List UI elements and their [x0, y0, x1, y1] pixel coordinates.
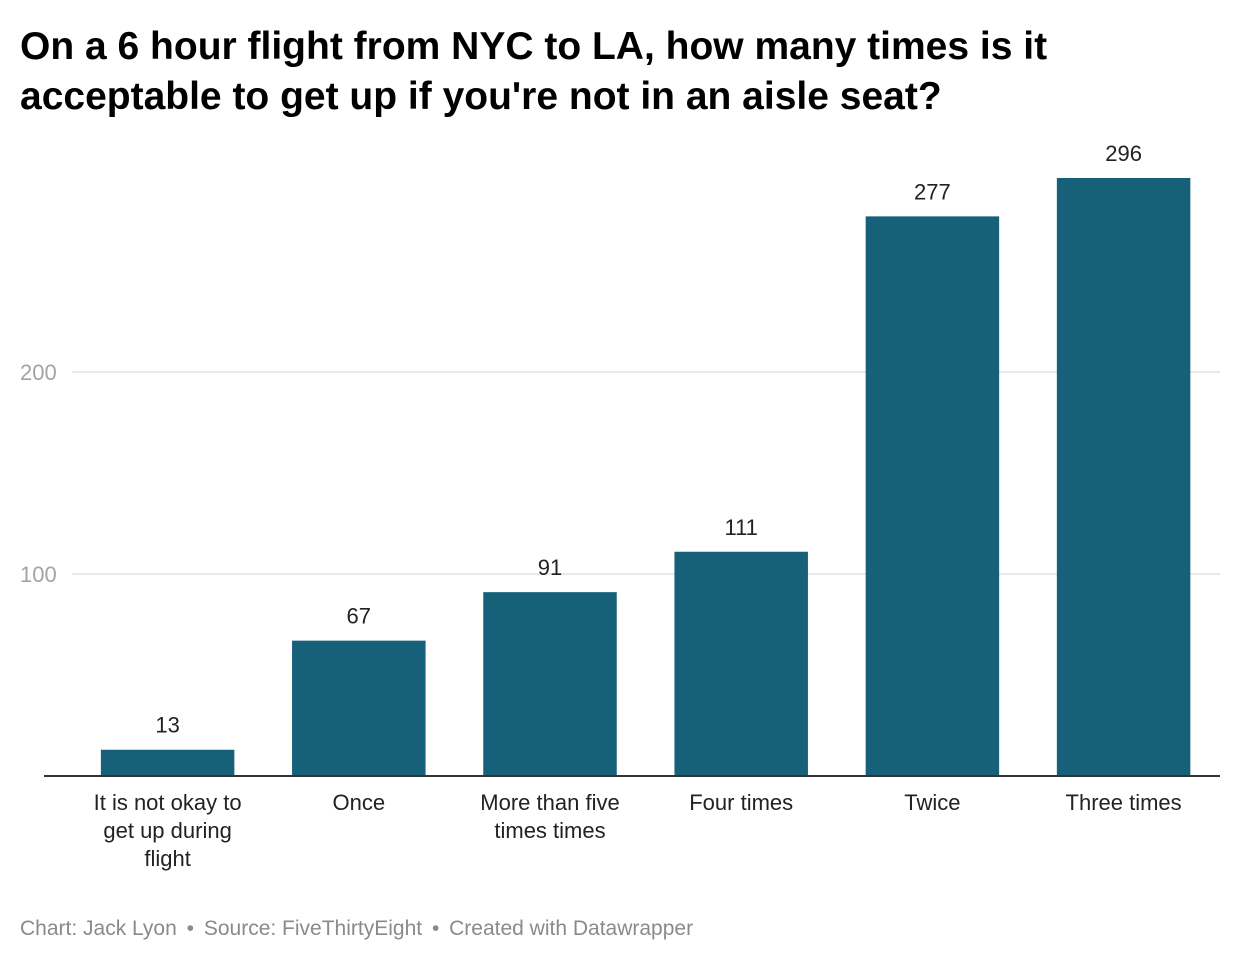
- x-tick-label: Three times: [1066, 790, 1182, 815]
- data-label: 296: [1105, 141, 1142, 166]
- source-link[interactable]: Source: FiveThirtyEight: [203, 917, 423, 940]
- chart-title: On a 6 hour flight from NYC to LA, how m…: [20, 25, 1048, 118]
- data-label: 277: [914, 179, 951, 204]
- bar: [674, 551, 808, 776]
- bar: [1056, 178, 1191, 776]
- bar: [292, 640, 426, 776]
- category-labels: It is not okay to get up during flight Once…: [94, 790, 1182, 871]
- y-tick-label: 100: [20, 562, 57, 587]
- x-tick-label: Twice: [904, 790, 960, 815]
- value-labels: 13 67 91 111 277 296: [155, 141, 1142, 738]
- footer-separator: •: [186, 917, 194, 940]
- bar: [483, 592, 617, 776]
- x-tick-label: More than five times times: [480, 790, 619, 843]
- x-tick-label: It is not okay to get up during flight: [94, 790, 242, 871]
- footer-separator: •: [431, 917, 440, 940]
- data-label: 91: [538, 555, 562, 580]
- chart-footer: Chart: Jack Lyon • Source: FiveThirtyEig…: [20, 917, 693, 941]
- bar: [100, 749, 235, 776]
- data-label: 111: [724, 515, 757, 540]
- bars: [100, 178, 1191, 776]
- x-tick-label: Four times: [689, 790, 793, 815]
- data-label: 67: [347, 604, 371, 629]
- y-tick-label: 200: [20, 360, 57, 385]
- datawrapper-credit[interactable]: Created with Datawrapper: [449, 917, 694, 940]
- x-tick-label: Once: [333, 790, 386, 815]
- gridlines: 100 200: [20, 360, 1220, 587]
- data-label: 13: [155, 713, 179, 738]
- chart-credit: Chart: Jack Lyon: [20, 917, 177, 940]
- bar: [865, 216, 1000, 776]
